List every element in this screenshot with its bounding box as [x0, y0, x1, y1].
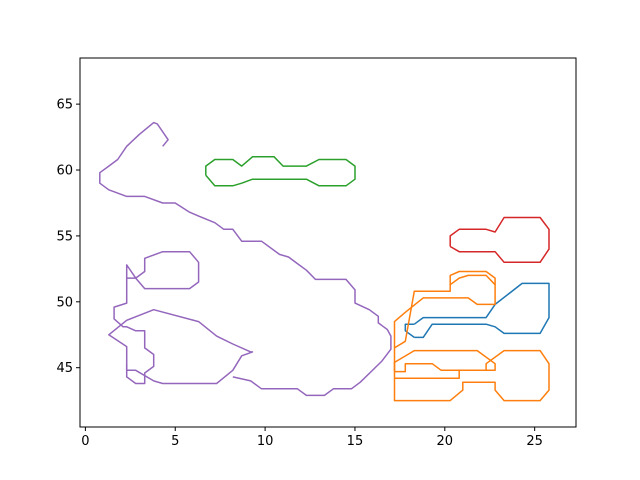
series-line-2 — [393, 349, 496, 373]
series-line-8 — [99, 121, 392, 397]
series-line-0 — [413, 282, 550, 339]
y-tick-label: 55 — [56, 229, 73, 244]
x-tick-label: 10 — [257, 434, 274, 449]
x-tick-label: 5 — [171, 434, 179, 449]
x-tick-label: 0 — [81, 434, 89, 449]
series-layer — [99, 121, 550, 402]
series-line-10 — [113, 278, 155, 385]
series-line-6 — [205, 156, 356, 187]
x-tick-label: 25 — [526, 434, 543, 449]
x-tick-label: 15 — [347, 434, 364, 449]
y-tick-label: 60 — [56, 164, 73, 179]
y-axis: 45 50 55 60 65 — [56, 98, 80, 376]
series-line-4 — [393, 274, 496, 372]
y-tick-label: 65 — [56, 98, 73, 113]
y-tick-label: 50 — [56, 295, 73, 310]
series-line-1 — [404, 323, 415, 339]
plot-frame — [79, 57, 577, 428]
series-line-7 — [449, 216, 550, 264]
x-tick-label: 20 — [437, 434, 454, 449]
series-line-9 — [125, 250, 200, 290]
series-line-5 — [449, 270, 496, 285]
series-line-3 — [393, 349, 550, 402]
x-axis: 0 5 10 15 20 25 — [81, 427, 543, 449]
series-line-11 — [108, 308, 254, 385]
y-tick-label: 45 — [56, 361, 73, 376]
